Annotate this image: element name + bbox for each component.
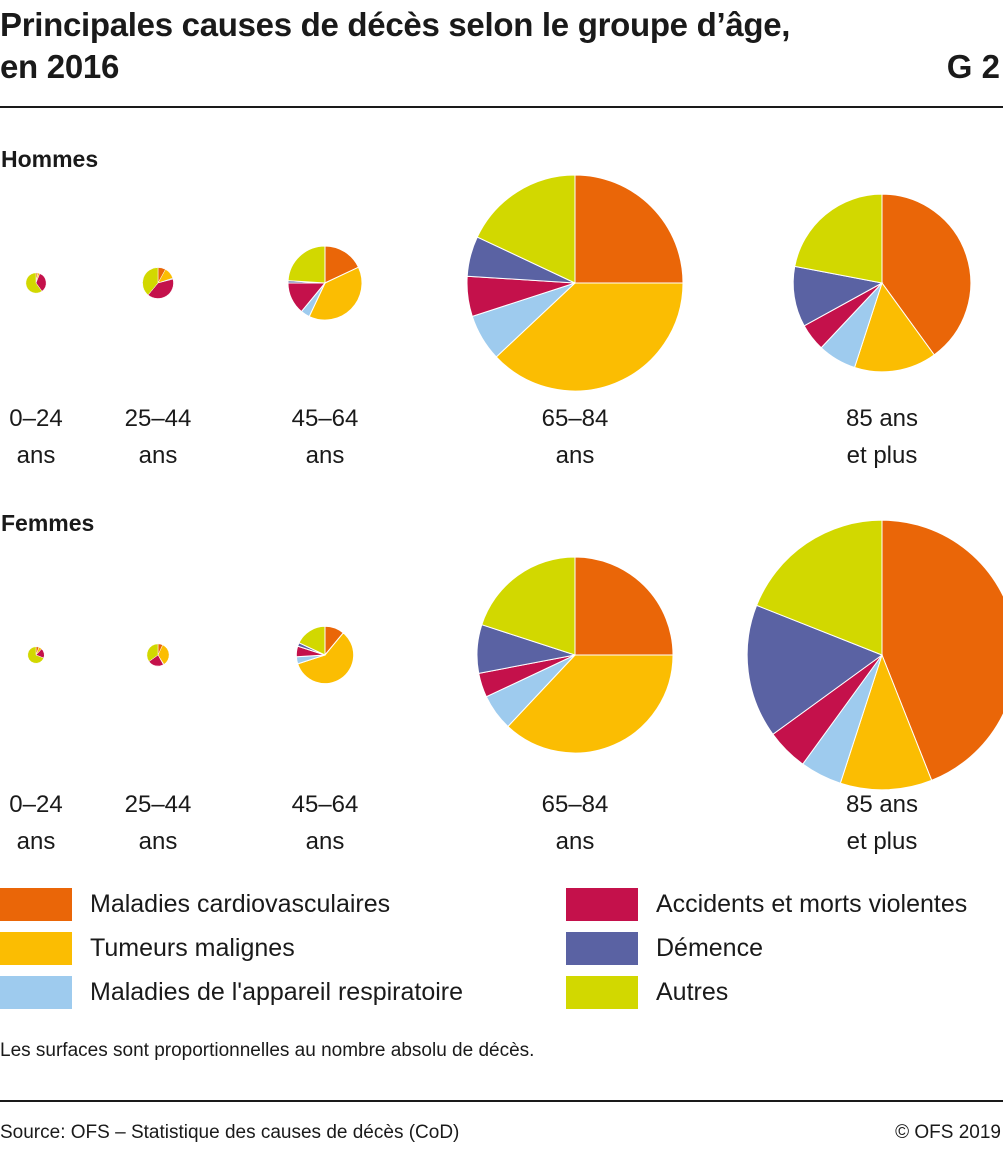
pie-slice-maladies-cardiovasculaires: [881, 193, 972, 356]
pie-slice-tumeurs-malignes: [495, 282, 684, 392]
legend-swatch: [0, 888, 72, 921]
age-label-line2: ans: [555, 828, 595, 855]
pie-slice-tumeurs-malignes: [157, 644, 170, 665]
legend-swatch: [566, 976, 638, 1009]
legend-label: Tumeurs malignes: [90, 934, 295, 962]
age-label-line1: 85 ans: [845, 405, 919, 432]
pie-hommes-25-44-ans: [142, 267, 174, 299]
pie-femmes-65-84-ans: [476, 556, 674, 754]
chart-code: G 2: [946, 48, 1000, 85]
legend-swatch: [566, 888, 638, 921]
pie-slice-autres: [25, 272, 43, 294]
age-label-line2: ans: [305, 828, 345, 855]
legend-label: Autres: [656, 978, 729, 1006]
section-label-women: Femmes: [1, 510, 95, 536]
pie-hommes-65-84-ans: [466, 174, 684, 392]
pie-hommes-0-24-ans: [25, 272, 47, 294]
age-label-line2: ans: [138, 442, 178, 469]
age-label: 45–64 ans: [255, 400, 395, 474]
pie-slice-tumeurs-malignes: [308, 266, 363, 321]
age-label-line1: 65–84: [541, 791, 609, 818]
age-label-line2: ans: [138, 828, 178, 855]
pie-femmes-85-ans-et-plus: [746, 519, 1003, 791]
pie-slice-tumeurs-malignes: [853, 281, 935, 373]
pie-femmes-25-44-ans: [146, 643, 170, 667]
age-label-line1: 25–44: [124, 791, 192, 818]
legend-label: Démence: [656, 934, 763, 962]
legend-label: Accidents et morts violentes: [656, 890, 968, 918]
age-label-line1: 0–24: [9, 791, 63, 818]
pie-femmes-0-24-ans: [27, 646, 45, 664]
legend-label: Maladies cardiovasculaires: [90, 890, 391, 918]
pie-slice-tumeurs-malignes: [297, 632, 355, 685]
pie-slice-accidents-et-morts-violentes: [147, 278, 174, 299]
age-label-line2: et plus: [846, 828, 918, 855]
legend-label: Maladies de l'appareil respiratoire: [90, 978, 464, 1006]
legend-swatch: [566, 932, 638, 965]
pie-slice-maladies-cardiovasculaires: [574, 174, 684, 284]
age-label-line1: 25–44: [124, 405, 192, 432]
pie-slice-autres: [794, 193, 883, 284]
age-label: 25–44 ans: [88, 786, 228, 860]
pie-row-femmes: [27, 519, 1003, 791]
chart-title-line1: Principales causes de décès selon le gro…: [0, 6, 791, 43]
pie-slice-autres: [476, 174, 576, 284]
pie-slice-tumeurs-malignes: [839, 653, 933, 791]
pie-slice-autres: [755, 519, 883, 656]
pie-slice-autres: [481, 556, 576, 656]
copyright-text: © OFS 2019: [895, 1122, 1001, 1143]
top-rule: [0, 106, 1003, 108]
pie-femmes-45-64-ans: [295, 625, 355, 685]
pie-slice-autres: [142, 267, 159, 296]
pie-slice-autres: [287, 245, 326, 284]
pie-hommes-85-ans-et-plus: [792, 193, 972, 373]
age-label-line1: 45–64: [291, 405, 359, 432]
pie-slice-autres: [27, 646, 45, 664]
pie-hommes-45-64-ans: [287, 245, 363, 321]
pie-slice-maladies-cardiovasculaires: [574, 556, 674, 656]
age-label: 0–24 ans: [0, 400, 106, 474]
age-label: 25–44 ans: [88, 400, 228, 474]
age-label-line1: 0–24: [9, 405, 63, 432]
chart-title-line2: en 2016: [0, 48, 119, 85]
age-label-line2: ans: [16, 828, 56, 855]
pie-slice-autres: [146, 643, 159, 662]
age-label: 45–64 ans: [255, 786, 395, 860]
chart-title: Principales causes de décès selon le gro…: [0, 4, 900, 88]
pie-charts: [25, 174, 1003, 791]
source-text: Source: OFS – Statistique des causes de …: [0, 1122, 460, 1143]
legend-swatch: [0, 932, 72, 965]
pie-slice-accidents-et-morts-violentes: [35, 273, 47, 292]
pie-slice-maladies-cardiovasculaires: [324, 245, 360, 284]
age-label-line2: ans: [305, 442, 345, 469]
age-label: 65–84 ans: [505, 400, 645, 474]
age-label-line2: ans: [16, 442, 56, 469]
age-label-line2: et plus: [846, 442, 918, 469]
pie-slice-demence: [746, 604, 884, 735]
age-label-line2: ans: [555, 442, 595, 469]
age-label: 65–84 ans: [505, 786, 645, 860]
age-label-line1: 65–84: [541, 405, 609, 432]
pie-slice-tumeurs-malignes: [507, 654, 674, 754]
age-label: 0–24 ans: [0, 786, 106, 860]
age-label-line1: 45–64: [291, 791, 359, 818]
footnote: Les surfaces sont proportionnelles au no…: [0, 1040, 535, 1061]
age-label: 85 ans et plus: [812, 400, 952, 474]
legend-swatch: [0, 976, 72, 1009]
pie-slice-maladies-cardiovasculaires: [881, 519, 1003, 782]
section-label-men: Hommes: [1, 146, 99, 172]
age-label: 85 ans et plus: [812, 786, 952, 860]
age-label-line1: 85 ans: [845, 791, 919, 818]
pie-slice-autres: [298, 625, 326, 656]
pie-row-hommes: [25, 174, 972, 392]
bottom-rule: [0, 1100, 1003, 1102]
